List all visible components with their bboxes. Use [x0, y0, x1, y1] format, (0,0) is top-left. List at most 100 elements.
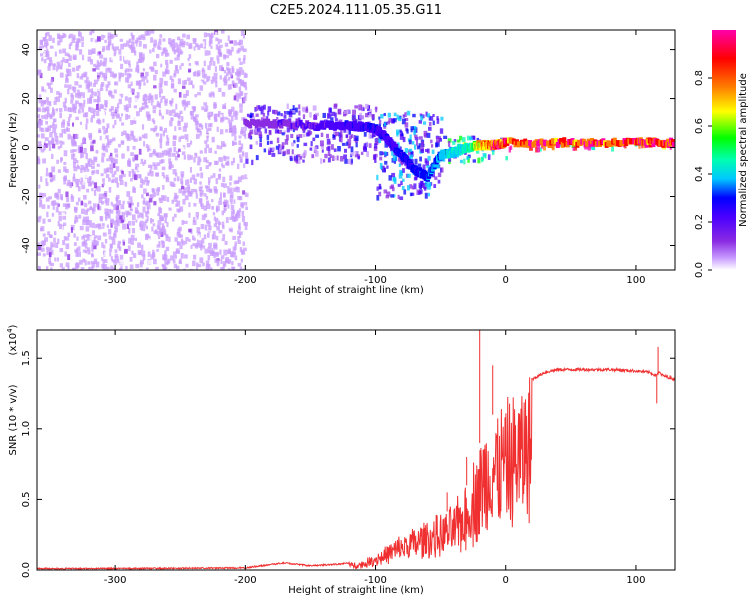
heatmap-cell — [103, 168, 108, 174]
heatmap-cell — [309, 90, 312, 95]
heatmap-cell — [236, 209, 240, 214]
heatmap-cell — [84, 175, 88, 179]
heatmap-cell — [149, 144, 153, 150]
heatmap-cell — [93, 237, 96, 241]
heatmap-cell — [336, 155, 339, 161]
heatmap-cell — [134, 207, 139, 214]
heatmap-cell — [157, 41, 162, 46]
heatmap-cell — [158, 109, 162, 116]
heatmap-cell — [263, 49, 267, 54]
heatmap-track-cell — [270, 122, 275, 129]
heatmap-cell — [239, 247, 243, 253]
heatmap-cell — [249, 144, 253, 150]
heatmap-cell — [528, 145, 533, 151]
heatmap-cell — [115, 204, 120, 211]
heatmap-cell — [165, 69, 170, 75]
heatmap-cell — [374, 157, 377, 163]
heatmap-cell — [183, 268, 186, 270]
heatmap-cell — [212, 157, 215, 163]
heatmap-cell — [44, 143, 48, 148]
heatmap-cell — [237, 47, 241, 53]
heatmap-cell — [309, 147, 313, 151]
heatmap-cell — [355, 142, 358, 148]
heatmap-cell — [81, 236, 85, 240]
heatmap-cell — [239, 158, 243, 163]
heatmap-cell — [227, 109, 232, 115]
heatmap-cell — [105, 174, 110, 178]
heatmap-cell — [120, 266, 123, 270]
heatmap-cell — [47, 125, 52, 132]
heatmap-cell — [72, 133, 77, 139]
colorbar-gradient — [712, 30, 736, 270]
heatmap-cell — [91, 222, 95, 229]
heatmap-cell — [233, 141, 238, 145]
heatmap-cell — [192, 38, 197, 42]
heatmap-cell — [161, 172, 165, 177]
heatmap-cell — [60, 60, 64, 66]
heatmap-cell — [231, 46, 234, 52]
heatmap-cell — [161, 195, 165, 200]
heatmap-cell — [314, 268, 318, 270]
heatmap-cell — [102, 181, 105, 186]
heatmap-cell — [219, 75, 222, 80]
heatmap-cell — [171, 43, 175, 50]
heatmap-cell — [259, 106, 262, 112]
heatmap-cell — [412, 113, 416, 118]
heatmap-cell — [229, 72, 233, 77]
heatmap-cell — [327, 145, 331, 151]
heatmap-cell — [327, 150, 331, 156]
heatmap-cell — [315, 150, 319, 157]
heatmap-cell — [153, 201, 157, 206]
heatmap-cell — [411, 192, 415, 196]
heatmap-cell — [62, 57, 65, 63]
heatmap-cell — [180, 253, 184, 259]
heatmap-cell — [187, 256, 192, 261]
heatmap-cell — [146, 207, 149, 213]
heatmap-cell — [102, 178, 105, 182]
heatmap-cell — [256, 181, 260, 187]
heatmap-cell — [274, 129, 279, 134]
heatmap-cell — [268, 207, 273, 212]
heatmap-cell — [71, 122, 75, 127]
heatmap-cell — [173, 177, 177, 182]
heatmap-cell — [172, 216, 175, 222]
heatmap-cell — [208, 40, 211, 47]
heatmap-cell — [283, 256, 286, 261]
heatmap-cell — [301, 211, 306, 217]
heatmap-cell — [249, 185, 253, 191]
heatmap-cell — [176, 113, 181, 118]
heatmap-cell — [205, 266, 209, 270]
heatmap-cell — [133, 105, 137, 109]
heatmap-cell — [218, 168, 222, 172]
heatmap-cell — [122, 239, 126, 244]
heatmap-cell — [306, 66, 310, 72]
heatmap-cell — [271, 240, 275, 245]
heatmap-cell — [102, 118, 105, 123]
heatmap-cell — [238, 154, 242, 158]
heatmap-cell — [153, 43, 157, 48]
heatmap-cell — [97, 72, 101, 78]
heatmap-cell — [104, 39, 107, 43]
heatmap-cell — [116, 40, 120, 45]
heatmap-cell — [257, 105, 261, 110]
heatmap-cell — [314, 106, 319, 113]
heatmap-cell — [267, 238, 270, 243]
heatmap-cell — [398, 173, 403, 179]
heatmap-cell — [221, 141, 225, 147]
heatmap-cell — [83, 166, 87, 173]
heatmap-cell — [332, 134, 336, 138]
heatmap-cell — [183, 107, 186, 111]
heatmap-cell — [101, 48, 105, 52]
heatmap-cell — [59, 194, 63, 200]
heatmap-cell — [185, 159, 188, 163]
heatmap-cell — [96, 110, 100, 117]
heatmap-cell — [199, 81, 203, 85]
heatmap-cell — [197, 92, 201, 96]
heatmap-cell — [100, 105, 104, 109]
heatmap-cell — [241, 202, 245, 206]
heatmap-cell — [264, 89, 267, 94]
heatmap-cell — [223, 183, 227, 188]
heatmap-cell — [124, 77, 128, 83]
heatmap-cell — [118, 175, 123, 181]
heatmap-cell — [117, 243, 121, 249]
